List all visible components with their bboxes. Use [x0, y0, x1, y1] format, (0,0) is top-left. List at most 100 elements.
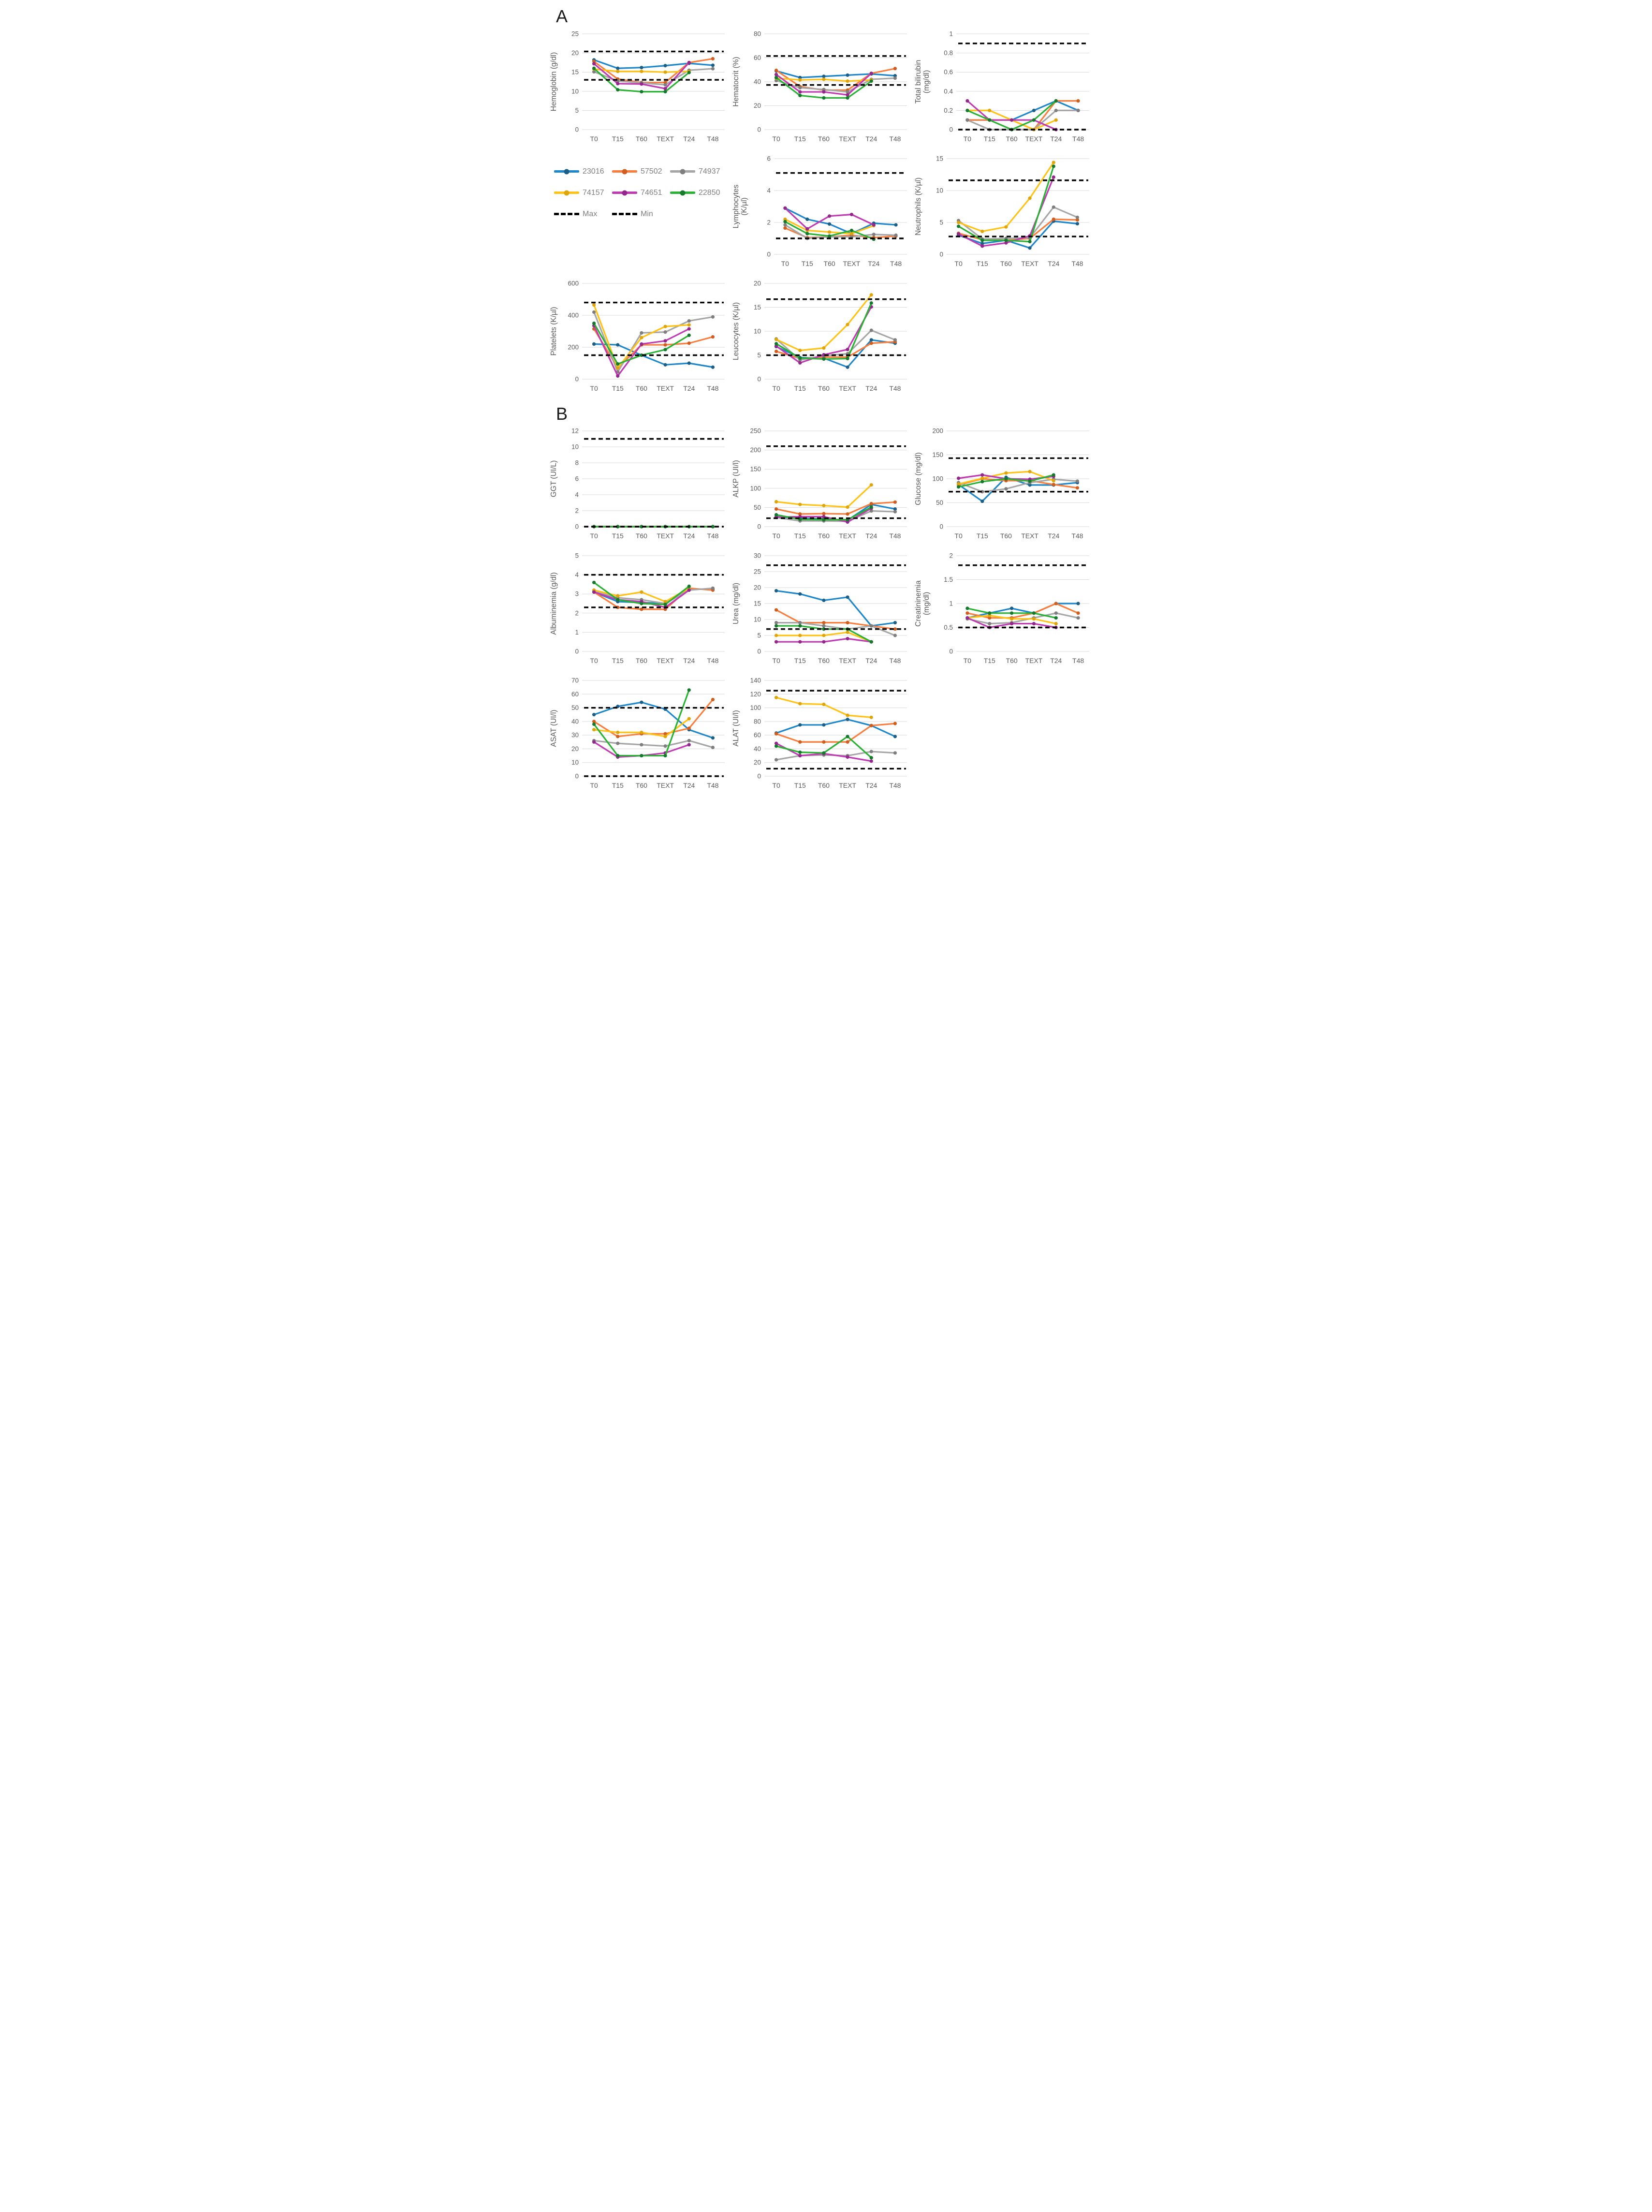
- svg-text:T24: T24: [865, 384, 877, 392]
- panel-a-label: A: [556, 6, 568, 26]
- panel-b-label: B: [556, 403, 568, 424]
- legend-label-23016: 23016: [583, 167, 604, 176]
- svg-text:T0: T0: [590, 135, 598, 143]
- svg-text:6: 6: [575, 475, 579, 483]
- chart-neutrophils: 0 5 10 15 T0 T15 T60 TEXT T24 T48 Neutrophils (K/µ…: [914, 151, 1096, 276]
- svg-text:T24: T24: [1050, 135, 1062, 143]
- svg-text:400: 400: [568, 311, 579, 319]
- svg-text:T0: T0: [954, 532, 963, 540]
- svg-text:Platelets (K/µl): Platelets (K/µl): [550, 307, 558, 355]
- legend-item-74937: 74937: [670, 167, 726, 176]
- chart-platelets: 0 200 400 600 T0 T15 T60 TEXT T24 T48 Platelets (K…: [549, 276, 731, 400]
- svg-text:4: 4: [575, 571, 579, 578]
- legend-item-74651: 74651: [612, 189, 668, 197]
- svg-text:TEXT: TEXT: [839, 657, 856, 664]
- svg-text:Albuminemia (g/dl): Albuminemia (g/dl): [550, 573, 558, 635]
- chart-svg-albuminemia: 0 1 2 3 4 5 T0 T15 T60 TEXT T24 T48 Albuminemia (g/d…: [550, 552, 725, 664]
- svg-text:TEXT: TEXT: [1025, 657, 1043, 664]
- legend-line-swatch-22850: [670, 190, 695, 196]
- chart-svg-lymphocytes: 0 2 4 6 T0 T15 T60 TEXT T24 T48 Lymphocytes (K/µl): [732, 155, 907, 267]
- svg-text:T0: T0: [772, 384, 780, 392]
- svg-text:60: 60: [754, 732, 761, 739]
- legend-row-1: 23016 57502 74937: [554, 167, 731, 176]
- svg-text:T0: T0: [964, 135, 972, 143]
- chart-urea: 0 5 10 15 20 25 30 T0 T15 T60 TEXT T24 T48 Urea (mg/d…: [731, 548, 914, 673]
- chart-leucocytes: 0 5 10 15 20 T0 T15 T60 TEXT T24 T48 Leucocytes (K/…: [731, 276, 914, 400]
- svg-text:20: 20: [754, 102, 761, 109]
- svg-text:T48: T48: [1071, 532, 1083, 540]
- svg-text:T15: T15: [802, 260, 813, 267]
- svg-text:0: 0: [949, 126, 953, 133]
- legend-label-57502: 57502: [641, 167, 662, 176]
- svg-text:2: 2: [949, 552, 953, 560]
- svg-text:GGT (UI/L): GGT (UI/L): [550, 460, 558, 497]
- svg-text:0: 0: [939, 251, 943, 258]
- svg-text:ALKP (UI/l): ALKP (UI/l): [732, 460, 740, 498]
- svg-text:Urea (mg/dl): Urea (mg/dl): [732, 583, 740, 624]
- svg-text:T48: T48: [707, 135, 718, 143]
- chart-svg-glucose: 0 50 100 150 200 T0 T15 T60 TEXT T24 T48 Glucose (m…: [914, 428, 1089, 540]
- svg-text:T0: T0: [954, 260, 963, 267]
- svg-text:T24: T24: [868, 260, 879, 267]
- svg-text:T60: T60: [818, 532, 830, 540]
- svg-text:T0: T0: [590, 384, 598, 392]
- svg-text:T24: T24: [683, 135, 695, 143]
- chart-alkp: 0 50 100 150 200 250 T0 T15 T60 TEXT T24 T48 ALKP (U…: [731, 423, 914, 548]
- svg-text:(mg/dl): (mg/dl): [922, 70, 931, 93]
- svg-text:120: 120: [750, 691, 761, 698]
- svg-text:0.2: 0.2: [944, 106, 953, 114]
- legend-marker-dot-57502: [622, 169, 628, 175]
- legend-line-swatch-74937: [670, 169, 695, 175]
- svg-text:15: 15: [754, 304, 761, 311]
- svg-text:150: 150: [750, 466, 761, 473]
- chart-svg-ggt: 0 2 4 6 8 10 12 T0 T15 T60 TEXT T24 T48 GGT (UI/L): [550, 428, 725, 540]
- legend-label-22850: 22850: [699, 188, 720, 197]
- svg-text:Total bilirubin: Total bilirubin: [914, 59, 922, 103]
- svg-text:Hematocrit (%): Hematocrit (%): [732, 57, 740, 106]
- svg-text:20: 20: [571, 745, 579, 752]
- svg-text:30: 30: [571, 732, 579, 739]
- svg-text:T60: T60: [1000, 532, 1012, 540]
- legend-label-max-line: Max: [583, 209, 598, 218]
- svg-text:40: 40: [754, 78, 761, 85]
- chart-lymphocytes: 0 2 4 6 T0 T15 T60 TEXT T24 T48 Lymphocytes (K/µl): [731, 151, 914, 276]
- svg-text:200: 200: [750, 446, 761, 454]
- svg-text:100: 100: [750, 704, 761, 711]
- svg-text:0: 0: [757, 648, 761, 655]
- chart-svg-hemoglobin: 0 5 10 15 20 25 T0 T15 T60 TEXT T24 T48 Hemoglobin (…: [550, 30, 725, 143]
- legend-line-swatch-57502: [612, 169, 637, 175]
- svg-text:2: 2: [575, 609, 579, 617]
- svg-text:T48: T48: [707, 782, 718, 789]
- panel-a-grid: 0 5 10 15 20 25 T0 T15 T60 TEXT T24 T48 Hemoglobin (…: [549, 26, 1103, 400]
- svg-text:20: 20: [571, 49, 579, 57]
- svg-text:T0: T0: [772, 657, 780, 664]
- legend-label-74937: 74937: [699, 167, 720, 176]
- legend-line-swatch-74651: [612, 190, 637, 196]
- svg-text:30: 30: [754, 552, 761, 560]
- svg-text:T60: T60: [1000, 260, 1012, 267]
- legend-line-swatch-23016: [554, 169, 579, 175]
- svg-text:5: 5: [939, 219, 943, 226]
- svg-text:TEXT: TEXT: [1025, 135, 1043, 143]
- legend-marker-dot-74651: [622, 190, 628, 196]
- chart-svg-leucocytes: 0 5 10 15 20 T0 T15 T60 TEXT T24 T48 Leucocytes (K/…: [732, 280, 907, 392]
- svg-text:T60: T60: [636, 782, 647, 789]
- svg-text:T15: T15: [794, 135, 806, 143]
- svg-text:TEXT: TEXT: [1021, 532, 1038, 540]
- svg-text:T24: T24: [683, 384, 695, 392]
- svg-text:TEXT: TEXT: [839, 532, 856, 540]
- legend-item-max-line: Max: [554, 210, 610, 219]
- svg-text:T60: T60: [636, 135, 647, 143]
- svg-text:TEXT: TEXT: [839, 384, 856, 392]
- svg-text:Neutrophils (K/µl): Neutrophils (K/µl): [914, 177, 922, 236]
- svg-text:T15: T15: [794, 782, 806, 789]
- svg-text:T0: T0: [772, 532, 780, 540]
- svg-text:TEXT: TEXT: [657, 657, 674, 664]
- svg-text:5: 5: [575, 552, 579, 560]
- svg-text:T60: T60: [824, 260, 835, 267]
- svg-text:T48: T48: [1072, 135, 1084, 143]
- svg-text:T15: T15: [612, 782, 624, 789]
- svg-text:5: 5: [757, 352, 761, 359]
- svg-text:0: 0: [575, 773, 579, 780]
- svg-text:25: 25: [571, 30, 579, 37]
